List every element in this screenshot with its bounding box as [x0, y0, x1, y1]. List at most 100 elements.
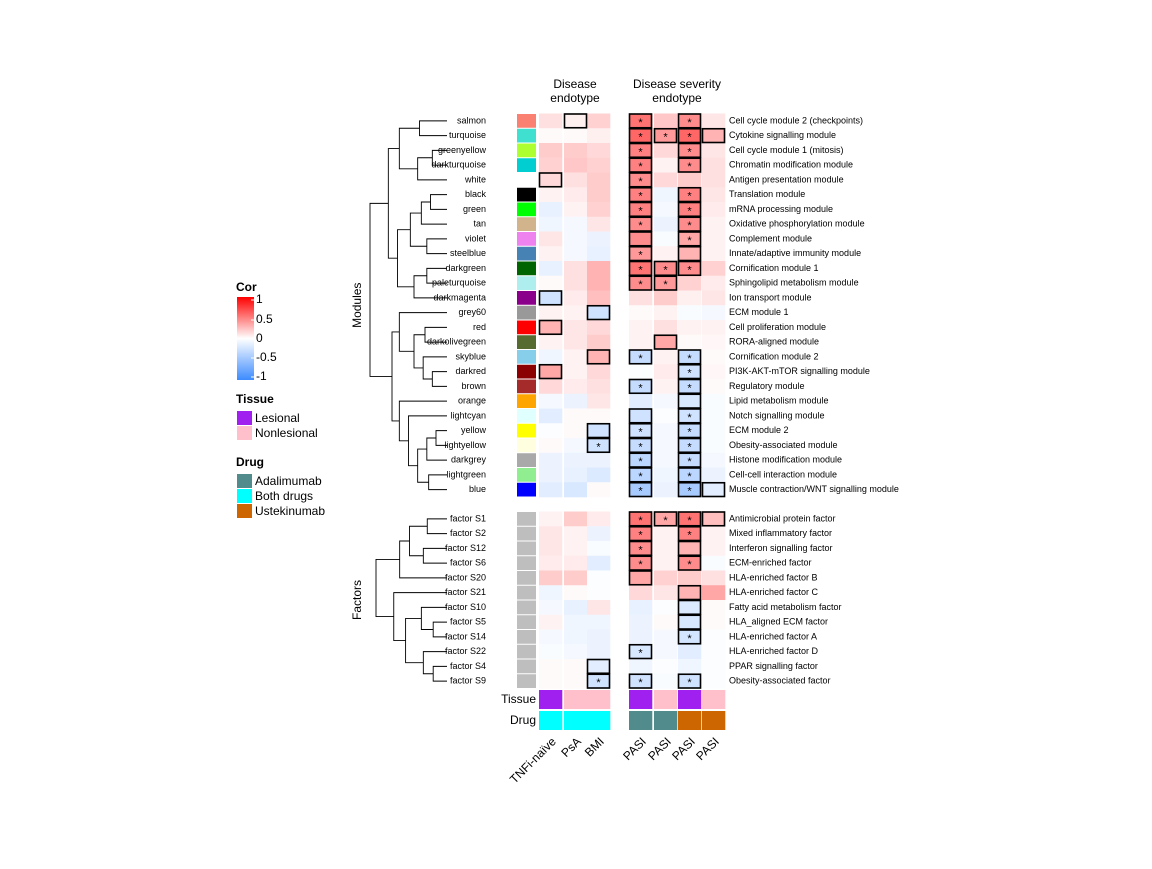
cell-lightgreen-1 [564, 467, 588, 483]
cell-factor-S5-4 [654, 614, 678, 630]
cell-blue-5 [678, 482, 702, 498]
cell-factor-S4-5 [678, 659, 702, 675]
row-desc-paleturquoise: Sphingolipid metabolism module [729, 278, 859, 288]
cell-factor-S4-4 [654, 659, 678, 675]
cell-darkgreen-5 [678, 261, 702, 277]
cell-lightcyan-4 [654, 408, 678, 424]
dendrogram-branch [398, 127, 420, 170]
row-desc-yellow: ECM module 2 [729, 425, 789, 435]
dendrogram-branch [417, 157, 447, 181]
cell-red-2 [587, 320, 611, 336]
cell-salmon-0 [539, 113, 563, 129]
sig-box-lightyellow-5 [677, 437, 702, 454]
cell-lightyellow-1 [564, 438, 588, 454]
cell-darkgreen-4 [654, 261, 678, 277]
cell-paleturquoise-6 [702, 275, 726, 291]
cor-legend-title: Cor [236, 280, 257, 294]
cell-factor-S1-2 [587, 511, 611, 527]
cell-violet-1 [564, 231, 588, 247]
cell-darkolivegreen-0 [539, 334, 563, 350]
row-desc-lightcyan: Notch signalling module [729, 410, 825, 420]
cell-violet-4 [654, 231, 678, 247]
cell-factor-S20-6 [702, 570, 726, 586]
cell-factor-S9-6 [702, 673, 726, 689]
sig-star-darkturquoise-5: * [687, 161, 692, 173]
cell-grey60-3 [629, 305, 653, 321]
sig-star-green-3: * [638, 205, 643, 217]
cell-steelblue-2 [587, 246, 611, 262]
cell-darkmagenta-1 [564, 290, 588, 306]
sig-star-darkred-5: * [687, 368, 692, 380]
cell-factor-S4-6 [702, 659, 726, 675]
row-desc-black: Translation module [729, 189, 805, 199]
row-color-factor-S21 [517, 585, 536, 600]
dendrogram: Modules Factors [350, 120, 447, 682]
row-label-factor-S10: factor S10 [445, 602, 486, 612]
tissue-legend-label-1: Nonlesional [255, 426, 318, 440]
sig-star-factor-S14-5: * [687, 633, 692, 645]
row-label-factor-S4: factor S4 [450, 661, 486, 671]
row-label-paleturquoise: paleturquoise [432, 278, 486, 288]
dendrogram-branch [422, 547, 447, 564]
row-color-lightcyan [517, 409, 536, 423]
row-group-label-modules: Modules [350, 283, 364, 328]
row-desc-factor-S9: Obesity-associated factor [729, 676, 831, 686]
row-color-blue [517, 482, 536, 497]
cell-yellow-4 [654, 423, 678, 439]
cell-grey60-6 [702, 305, 726, 321]
cell-black-6 [702, 187, 726, 203]
cell-red-5 [678, 320, 702, 336]
sig-box-lightgreen-3 [628, 467, 653, 483]
row-color-factor-S14 [517, 630, 536, 644]
drug-annotation-cell-1 [564, 711, 588, 730]
sig-star-lightgreen-3: * [638, 471, 643, 483]
sig-box-blue-3 [628, 481, 653, 498]
cell-factor-S10-5 [678, 600, 702, 616]
column-group-title-1-line2: endotype [652, 91, 702, 105]
row-label-factor-S21: factor S21 [445, 587, 486, 597]
row-color-grey60 [517, 305, 536, 320]
cell-darkmagenta-4 [654, 290, 678, 306]
sig-star-darkgrey-5: * [687, 456, 692, 468]
cell-darkolivegreen-5 [678, 334, 702, 350]
dendrogram-branch [419, 120, 447, 137]
row-desc-turquoise: Cytokine signalling module [729, 130, 836, 140]
cell-factor-S9-0 [539, 673, 563, 689]
sig-star-factor-S9-5: * [687, 677, 692, 689]
row-label-factor-S1: factor S1 [450, 513, 486, 523]
sig-box-green-5 [677, 201, 702, 218]
row-desc-factor-S21: HLA-enriched factor C [729, 587, 819, 597]
row-desc-tan: Oxidative phosphorylation module [729, 219, 865, 229]
row-label-lightgreen: lightgreen [446, 469, 486, 479]
sig-box-factor-S1-5 [677, 511, 702, 527]
cell-factor-S22-3 [629, 644, 653, 660]
cell-factor-S5-2 [587, 614, 611, 630]
sig-box-lightyellow-2 [586, 437, 611, 454]
cell-factor-S22-4 [654, 644, 678, 660]
cell-darkturquoise-6 [702, 157, 726, 173]
sig-star-brown-5: * [687, 382, 692, 394]
dendrogram-branch [391, 331, 400, 422]
row-color-factor-S5 [517, 615, 536, 629]
dendrogram-branch [369, 202, 392, 377]
cell-lightgreen-2 [587, 467, 611, 483]
row-label-factor-S9: factor S9 [450, 676, 486, 686]
sig-star-skyblue-5: * [687, 353, 692, 365]
cell-factor-S21-1 [564, 585, 588, 601]
sig-box-greenyellow-5 [677, 142, 702, 159]
cell-factor-S20-1 [564, 570, 588, 586]
cell-factor-S10-0 [539, 600, 563, 616]
cell-steelblue-6 [702, 246, 726, 262]
cell-lightcyan-6 [702, 408, 726, 424]
cell-darkolivegreen-1 [564, 334, 588, 350]
row-descriptions: Cell cycle module 2 (checkpoints) Cytokin… [729, 115, 899, 685]
cell-black-1 [564, 187, 588, 203]
cell-lightyellow-3 [629, 438, 653, 454]
cell-red-1 [564, 320, 588, 336]
row-group-label-factors: Factors [350, 580, 364, 620]
cell-skyblue-2 [587, 349, 611, 365]
cell-factor-S5-0 [539, 614, 563, 630]
cell-orange-3 [629, 393, 653, 409]
sig-box-factor-S12-3 [628, 540, 653, 557]
cell-white-3 [629, 172, 653, 188]
